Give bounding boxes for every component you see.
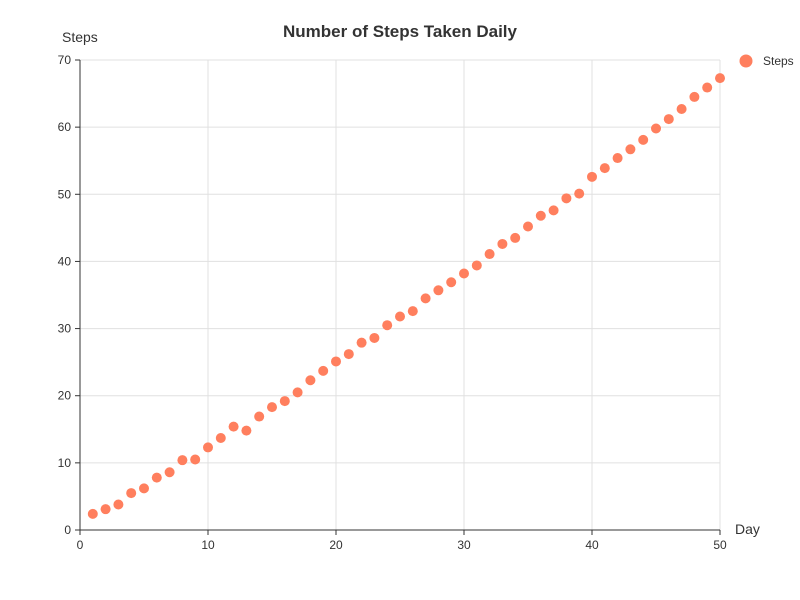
data-point[interactable]: [292, 387, 303, 398]
tick-labels: 0 10 20 30 40 50 0 10 20 30 40 50 60 70: [58, 53, 727, 552]
data-point[interactable]: [356, 337, 367, 348]
data-point[interactable]: [279, 396, 290, 407]
data-point[interactable]: [395, 311, 405, 322]
data-point[interactable]: [369, 332, 380, 343]
data-point[interactable]: [638, 134, 649, 145]
data-point[interactable]: [446, 277, 457, 288]
x-axis-label: Day: [735, 521, 760, 537]
data-point[interactable]: [625, 144, 636, 155]
data-point[interactable]: [177, 455, 188, 466]
data-point[interactable]: [87, 508, 98, 519]
x-tick-label: 10: [201, 538, 215, 552]
y-tick-label: 30: [58, 322, 72, 336]
data-point[interactable]: [190, 454, 201, 465]
data-point[interactable]: [715, 73, 725, 84]
data-point[interactable]: [254, 411, 265, 422]
data-point[interactable]: [126, 488, 137, 499]
data-point[interactable]: [561, 193, 572, 204]
data-point[interactable]: [164, 467, 175, 478]
y-tick-label: 50: [58, 187, 72, 201]
data-point[interactable]: [215, 433, 226, 444]
data-point[interactable]: [548, 205, 559, 216]
data-point[interactable]: [599, 163, 610, 174]
data-point[interactable]: [523, 221, 533, 232]
data-point[interactable]: [587, 171, 597, 182]
data-point[interactable]: [510, 232, 521, 243]
data-point[interactable]: [228, 421, 239, 432]
data-point[interactable]: [702, 82, 713, 93]
data-point[interactable]: [100, 504, 111, 515]
data-point[interactable]: [535, 210, 546, 221]
data-point[interactable]: [151, 472, 162, 483]
data-point[interactable]: [407, 306, 418, 317]
data-point[interactable]: [612, 153, 623, 164]
data-point[interactable]: [318, 365, 329, 376]
data-point[interactable]: [689, 91, 700, 102]
data-point[interactable]: [676, 104, 687, 115]
axes: [75, 59, 721, 535]
data-point[interactable]: [113, 499, 124, 510]
x-tick-label: 30: [457, 538, 471, 552]
data-point[interactable]: [382, 320, 393, 331]
chart-title: Number of Steps Taken Daily: [283, 22, 518, 41]
y-tick-label: 10: [58, 456, 72, 470]
y-tick-label: 70: [58, 53, 72, 67]
data-point[interactable]: [433, 285, 444, 296]
data-point[interactable]: [663, 114, 674, 125]
x-tick-label: 20: [329, 538, 343, 552]
data-point[interactable]: [331, 356, 341, 367]
y-tick-label: 0: [64, 523, 71, 537]
data-point[interactable]: [497, 238, 508, 249]
y-tick-label: 40: [58, 254, 72, 268]
legend[interactable]: Steps: [739, 54, 794, 68]
data-point[interactable]: [305, 375, 316, 386]
data-point[interactable]: [139, 483, 149, 494]
data-points: [87, 73, 725, 519]
y-tick-label: 20: [58, 389, 72, 403]
data-point[interactable]: [343, 349, 354, 360]
data-point[interactable]: [459, 268, 469, 279]
data-point[interactable]: [420, 293, 431, 304]
legend-marker-icon: [739, 54, 753, 68]
x-tick-label: 50: [713, 538, 727, 552]
x-tick-label: 0: [77, 538, 84, 552]
data-point[interactable]: [651, 123, 661, 134]
x-tick-label: 40: [585, 538, 599, 552]
grid: [80, 59, 721, 530]
data-point[interactable]: [203, 442, 213, 453]
y-axis-label: Steps: [62, 29, 98, 45]
data-point[interactable]: [471, 260, 482, 271]
data-point[interactable]: [267, 402, 277, 413]
data-point[interactable]: [241, 425, 252, 436]
data-point[interactable]: [574, 188, 585, 199]
y-tick-label: 60: [58, 120, 72, 134]
legend-label: Steps: [763, 54, 794, 68]
data-point[interactable]: [484, 249, 495, 260]
